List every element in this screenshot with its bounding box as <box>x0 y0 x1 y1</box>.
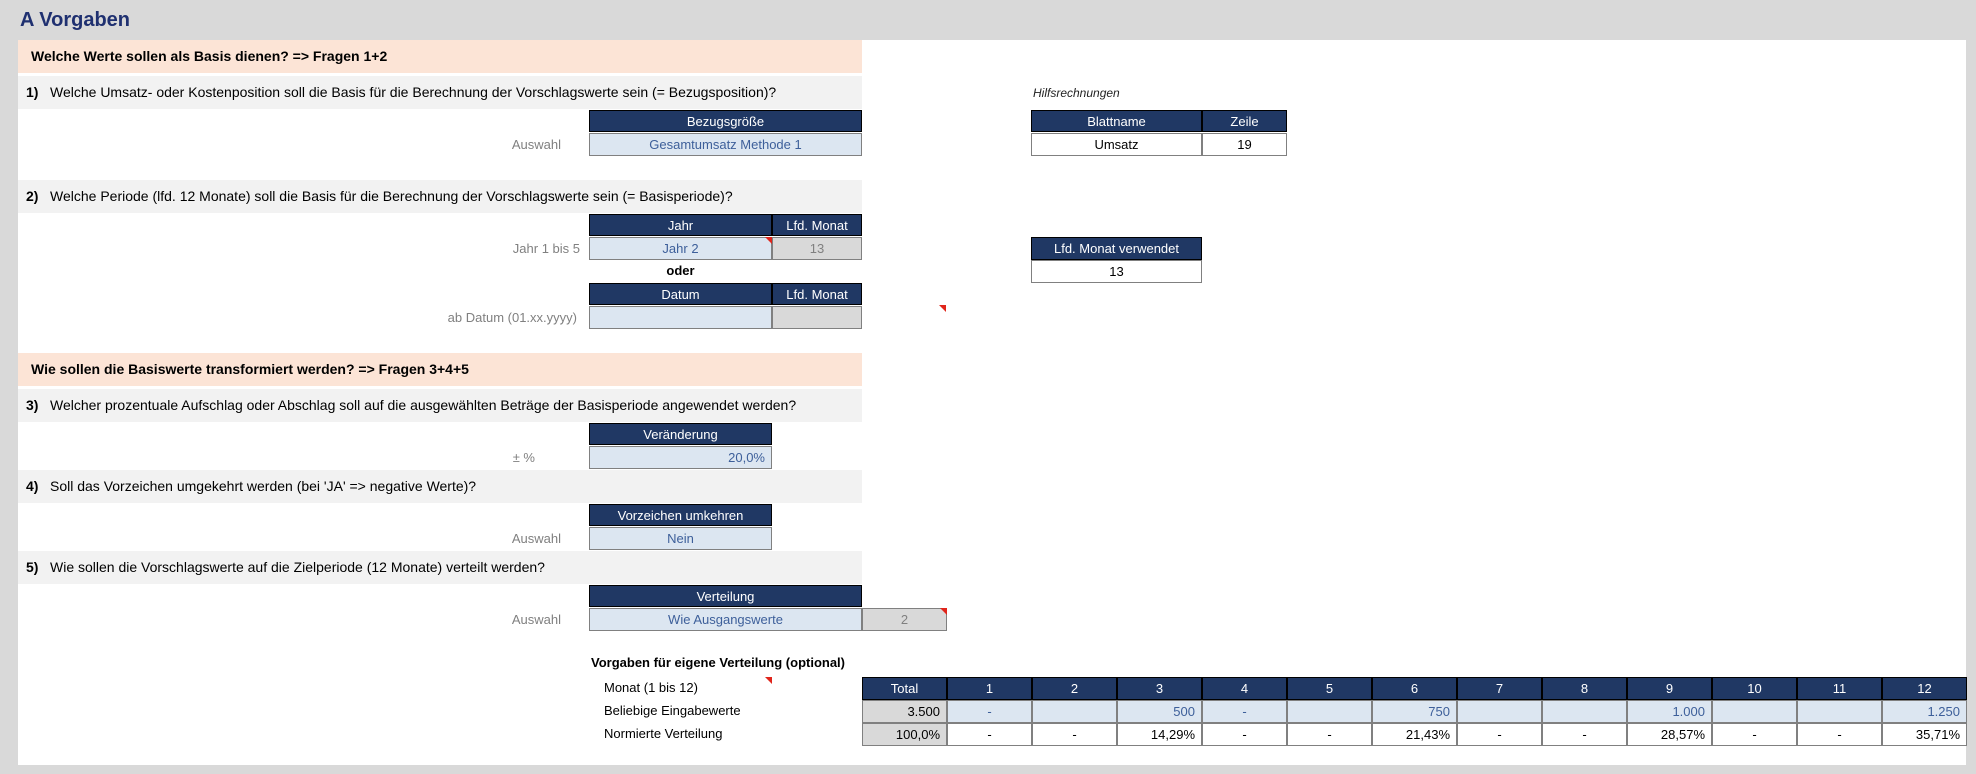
question-2: 2) Welche Periode (lfd. 12 Monate) soll d… <box>18 180 862 213</box>
page-title: A Vorgaben <box>20 9 131 31</box>
row-label-normiert: Normierte Verteilung <box>604 726 723 741</box>
distribution-title: Vorgaben für eigene Verteilung (optional… <box>591 655 846 670</box>
question-number: 4) <box>26 478 39 494</box>
month-input-cell[interactable] <box>1712 700 1797 723</box>
label-ab-datum: ab Datum (01.xx.yyyy) <box>447 310 577 325</box>
month-input-cell[interactable] <box>1032 700 1117 723</box>
header-zeile: Zeile <box>1202 110 1287 132</box>
header-datum: Datum <box>589 283 772 305</box>
month-normed-cell: 35,71% <box>1882 723 1967 746</box>
input-veraenderung[interactable]: 20,0% <box>589 446 772 469</box>
input-datum[interactable] <box>589 306 772 329</box>
question-number: 3) <box>26 397 39 413</box>
month-header: 10 <box>1712 677 1797 700</box>
helper-caption: Hilfsrechnungen <box>1033 86 1120 100</box>
total-normed: 100,0% <box>862 723 947 746</box>
header-jahr: Jahr <box>589 214 772 236</box>
month-normed-cell: 14,29% <box>1117 723 1202 746</box>
month-header: 3 <box>1117 677 1202 700</box>
month-header: 5 <box>1287 677 1372 700</box>
label-auswahl-q1: Auswahl <box>511 137 561 152</box>
question-3: 3) Welcher prozentuale Aufschlag oder Abs… <box>18 389 862 422</box>
month-header: Total <box>862 677 947 700</box>
month-normed-cell: - <box>1287 723 1372 746</box>
value-blattname: Umsatz <box>1031 133 1202 156</box>
header-veraenderung: Veränderung <box>589 423 772 445</box>
month-header: 11 <box>1797 677 1882 700</box>
month-normed-cell: - <box>1457 723 1542 746</box>
header-lfd-monat: Lfd. Monat <box>772 214 862 236</box>
comment-marker[interactable] <box>765 677 772 684</box>
month-normed-cell: - <box>1032 723 1117 746</box>
row-label-eingabewerte: Beliebige Eingabewerte <box>604 703 741 718</box>
header-verteilung: Verteilung <box>589 585 862 607</box>
value-lfd-monat-verwendet: 13 <box>1031 260 1202 283</box>
month-input-cell[interactable]: - <box>947 700 1032 723</box>
row-label-monat: Monat (1 bis 12) <box>604 680 698 695</box>
month-normed-cell: - <box>1712 723 1797 746</box>
total-input: 3.500 <box>862 700 947 723</box>
month-input-cell[interactable] <box>1457 700 1542 723</box>
month-input-cell[interactable]: 1.000 <box>1627 700 1712 723</box>
comment-marker[interactable] <box>939 305 946 312</box>
month-normed-cell: - <box>1797 723 1882 746</box>
question-text: Welche Umsatz- oder Kostenposition soll … <box>50 84 777 100</box>
comment-marker[interactable] <box>940 608 947 615</box>
month-normed-cell: - <box>1542 723 1627 746</box>
value-zeile: 19 <box>1202 133 1287 156</box>
header-bezugsgroesse: Bezugsgröße <box>589 110 862 132</box>
question-text: Welcher prozentuale Aufschlag oder Absch… <box>50 397 797 413</box>
month-header: 4 <box>1202 677 1287 700</box>
month-input-cell[interactable] <box>1797 700 1882 723</box>
label-jahr-range: Jahr 1 bis 5 <box>512 241 580 256</box>
month-input-cell[interactable]: 750 <box>1372 700 1457 723</box>
question-number: 2) <box>26 188 39 204</box>
question-number: 1) <box>26 84 39 100</box>
question-4: 4) Soll das Vorzeichen umgekehrt werden (… <box>18 470 862 503</box>
input-vorzeichen[interactable]: Nein <box>589 527 772 550</box>
section-header-basis: Welche Werte sollen als Basis dienen? =>… <box>18 40 862 73</box>
value-verteilung-code: 2 <box>862 608 947 631</box>
header-blattname: Blattname <box>1031 110 1202 132</box>
label-percent: ± % <box>512 450 535 465</box>
comment-marker[interactable] <box>765 237 772 244</box>
input-bezugsgroesse[interactable]: Gesamtumsatz Methode 1 <box>589 133 862 156</box>
month-input-cell[interactable] <box>1542 700 1627 723</box>
section-header-transform: Wie sollen die Basiswerte transformiert … <box>18 353 862 386</box>
label-auswahl-q4: Auswahl <box>511 531 561 546</box>
month-header: 12 <box>1882 677 1967 700</box>
value-lfd-monat: 13 <box>772 237 862 260</box>
month-input-cell[interactable] <box>1287 700 1372 723</box>
input-verteilung[interactable]: Wie Ausgangswerte <box>589 608 862 631</box>
month-normed-cell: - <box>1202 723 1287 746</box>
month-header: 9 <box>1627 677 1712 700</box>
month-normed-cell: 21,43% <box>1372 723 1457 746</box>
header-vorzeichen: Vorzeichen umkehren <box>589 504 772 526</box>
input-jahr[interactable]: Jahr 2 <box>589 237 772 260</box>
question-number: 5) <box>26 559 39 575</box>
question-text: Welche Periode (lfd. 12 Monate) soll die… <box>50 188 733 204</box>
month-normed-cell: - <box>947 723 1032 746</box>
label-auswahl-q5: Auswahl <box>511 612 561 627</box>
question-text: Soll das Vorzeichen umgekehrt werden (be… <box>50 478 477 494</box>
month-input-cell[interactable]: - <box>1202 700 1287 723</box>
oder-label: oder <box>666 263 695 278</box>
month-header: 7 <box>1457 677 1542 700</box>
question-text: Wie sollen die Vorschlagswerte auf die Z… <box>50 559 545 575</box>
header-lfd-monat-2: Lfd. Monat <box>772 283 862 305</box>
month-input-cell[interactable]: 500 <box>1117 700 1202 723</box>
month-input-cell[interactable]: 1.250 <box>1882 700 1967 723</box>
question-5: 5) Wie sollen die Vorschlagswerte auf die… <box>18 551 862 584</box>
month-normed-cell: 28,57% <box>1627 723 1712 746</box>
question-1: 1) Welche Umsatz- oder Kostenposition sol… <box>18 76 862 109</box>
value-lfd-monat-2 <box>772 306 862 329</box>
month-header: 8 <box>1542 677 1627 700</box>
month-header: 6 <box>1372 677 1457 700</box>
month-header: 2 <box>1032 677 1117 700</box>
month-header: 1 <box>947 677 1032 700</box>
header-lfd-monat-verwendet: Lfd. Monat verwendet <box>1031 237 1202 260</box>
